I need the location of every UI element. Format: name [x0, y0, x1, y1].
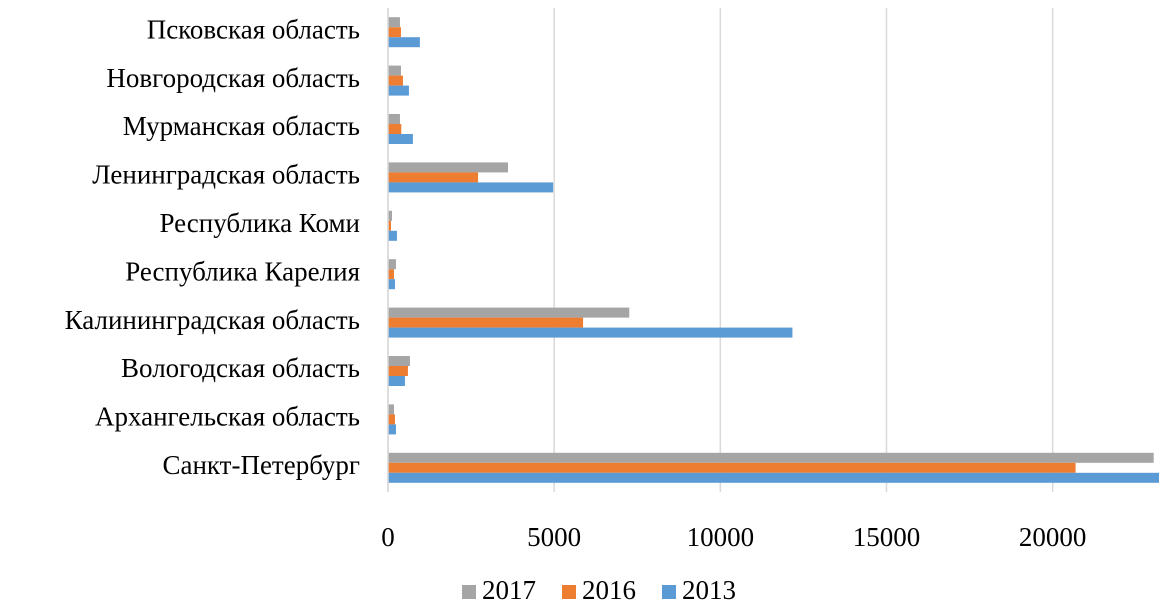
y-tick-label: Псковская область — [147, 14, 360, 44]
bars — [388, 17, 1159, 483]
bar — [388, 75, 403, 86]
y-tick-label: Мурманская область — [123, 111, 360, 141]
legend-label: 2017 — [482, 575, 536, 605]
bar — [388, 17, 400, 28]
bar — [388, 114, 400, 124]
legend-label: 2013 — [682, 575, 736, 605]
bar — [388, 327, 793, 338]
bar — [388, 124, 402, 134]
bar — [388, 162, 508, 173]
x-tick-label: 5000 — [527, 522, 581, 552]
y-tick-label: Республика Карелия — [125, 256, 360, 286]
bar — [388, 376, 405, 386]
y-tick-label: Республика Коми — [159, 208, 360, 238]
bar — [388, 404, 394, 415]
bar — [388, 65, 401, 76]
bar — [388, 37, 420, 48]
x-tick-label: 0 — [381, 522, 395, 552]
bar — [388, 210, 392, 221]
y-tick-label: Санкт-Петербург — [162, 450, 360, 480]
bar — [388, 424, 396, 435]
bar — [388, 452, 1154, 463]
x-tick-label: 15000 — [853, 522, 921, 552]
x-tick-label: 10000 — [687, 522, 755, 552]
bar — [388, 462, 1076, 473]
bar — [388, 172, 479, 183]
bar — [388, 472, 1159, 483]
bar — [388, 182, 554, 193]
bar — [388, 307, 630, 318]
bar — [388, 85, 409, 96]
bar — [388, 27, 401, 38]
y-tick-label: Новгородская область — [106, 63, 360, 93]
bar — [388, 279, 395, 290]
legend-label: 2016 — [582, 575, 636, 605]
bar — [388, 414, 395, 425]
x-tick-label: 20000 — [1019, 522, 1087, 552]
bar — [388, 259, 396, 270]
y-tick-label: Калининградская область — [65, 305, 360, 335]
y-tick-label: Ленинградская область — [92, 160, 360, 190]
legend-swatch — [662, 585, 676, 599]
y-tick-label: Вологодская область — [121, 353, 360, 383]
bar — [388, 230, 397, 241]
bar — [388, 366, 408, 376]
legend-swatch — [562, 585, 576, 599]
bar — [388, 269, 394, 280]
bar — [388, 317, 584, 328]
legend-swatch — [462, 585, 476, 599]
y-tick-label: Архангельская область — [95, 402, 360, 432]
bar — [388, 134, 413, 144]
bar — [388, 356, 410, 366]
bar — [388, 220, 391, 231]
